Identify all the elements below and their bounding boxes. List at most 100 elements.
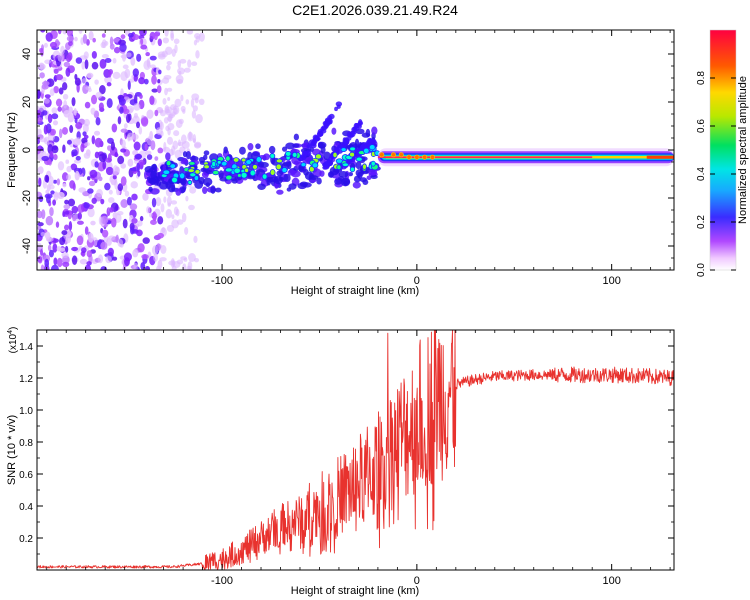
spectrogram-noise-speck bbox=[158, 69, 162, 75]
spectrogram-streak-speck bbox=[312, 138, 318, 145]
spectrogram-band-speck bbox=[331, 127, 337, 135]
spectrogram-noise-speck bbox=[44, 94, 51, 99]
spectrogram-noise-speck bbox=[157, 216, 164, 225]
spectrogram-noise-speck bbox=[119, 106, 124, 114]
spectrogram-band-speck bbox=[247, 143, 254, 151]
spectrogram-hot-spot bbox=[275, 163, 282, 171]
spectrogram-noise-speck bbox=[91, 51, 97, 59]
spectrogram-noise-speck bbox=[84, 226, 89, 235]
snr-x-ticks: -100 0 100 bbox=[46, 330, 671, 587]
spectrogram-band-speck bbox=[165, 152, 171, 161]
spectrogram-noise-speck bbox=[62, 183, 67, 188]
spectrogram-noise-speck bbox=[71, 149, 78, 157]
spectrogram-hot-spot bbox=[281, 167, 288, 174]
spectrogram-noise-speck bbox=[107, 247, 114, 257]
spectrogram-noise-speck bbox=[51, 145, 59, 154]
spectrogram-streak-speck bbox=[346, 131, 352, 138]
spectrogram-noise-speck bbox=[55, 98, 63, 107]
spectrogram-noise-speck bbox=[79, 258, 88, 265]
spectrogram-band-speck bbox=[202, 186, 208, 194]
snr-scale-exponent: 4 bbox=[7, 330, 14, 334]
spectrogram-noise-speck bbox=[61, 82, 68, 91]
spectrogram-noise-speck bbox=[132, 249, 139, 258]
spectrogram-noise-speck bbox=[40, 47, 44, 57]
spectrogram-noise-speck bbox=[149, 64, 156, 69]
spectrogram-band-speck bbox=[293, 133, 300, 141]
spectrogram-noise-speck bbox=[133, 141, 141, 151]
spectrogram-hot-spot bbox=[269, 153, 276, 159]
spectrogram-hot-spot bbox=[240, 171, 248, 179]
spectrogram-noise-speck bbox=[44, 174, 49, 183]
spectrogram-noise-speck bbox=[95, 91, 103, 99]
spectrogram-noise-speck bbox=[188, 204, 195, 211]
spectrogram-band-speck bbox=[320, 146, 326, 154]
spectrogram-hot-spot bbox=[362, 163, 367, 170]
spectrogram-noise-speck bbox=[173, 130, 180, 137]
snr-y-ticks: 0.2 0.4 0.6 0.8 1.0 1.2 1.4 bbox=[19, 329, 674, 555]
spectrogram-band-speck bbox=[366, 175, 372, 181]
spectrogram-band-speck bbox=[287, 161, 292, 170]
spectrogram-noise-speck bbox=[56, 257, 63, 268]
spectrogram-noise-speck bbox=[152, 211, 157, 221]
spectrogram-noise-speck bbox=[118, 97, 126, 106]
spectrogram-noise-speck bbox=[130, 57, 136, 66]
spectrogram-noise-speck bbox=[86, 72, 94, 79]
spectrogram-noise-speck bbox=[107, 145, 112, 151]
spectrogram-noise-speck bbox=[84, 59, 89, 70]
spectrogram-streak-speck bbox=[328, 113, 335, 120]
spectrogram-band-speck bbox=[292, 143, 300, 148]
spectrogram-noise-speck bbox=[43, 124, 48, 135]
spectrogram-noise-speck bbox=[159, 109, 167, 117]
spectrogram-noise-speck bbox=[190, 98, 195, 108]
spectrogram-noise-speck bbox=[162, 97, 167, 105]
spectrogram-noise-speck bbox=[145, 150, 152, 156]
spectrogram-noise-speck bbox=[126, 132, 135, 141]
spectrogram-noise-speck bbox=[126, 196, 132, 206]
spectrogram-hot-spot bbox=[240, 157, 247, 163]
spectrogram-noise-speck bbox=[92, 37, 96, 43]
spectrogram-noise-speck bbox=[121, 259, 125, 265]
spectrogram-noise-speck bbox=[51, 107, 58, 114]
spectrogram-noise-speck bbox=[104, 182, 111, 191]
spectrogram-noise-speck bbox=[94, 79, 99, 85]
spectrogram-hot-spot bbox=[171, 176, 178, 184]
spectrogram-hot-spot bbox=[284, 150, 292, 157]
spectrogram-noise-speck bbox=[174, 98, 182, 108]
spectrogram-hot-spot bbox=[300, 162, 307, 167]
spectrogram-noise-speck bbox=[170, 30, 174, 39]
spectrogram-hot-spot bbox=[336, 164, 342, 170]
spectrogram-noise-speck bbox=[116, 211, 124, 216]
spectrogram-noise-speck bbox=[66, 30, 73, 37]
spectrogram-noise-speck bbox=[57, 30, 62, 35]
spectrogram-hot-spot bbox=[193, 175, 199, 181]
spectrogram-noise-speck bbox=[69, 125, 74, 134]
spectrogram-noise-speck bbox=[101, 229, 109, 238]
spectrogram-noise-speck bbox=[177, 67, 185, 75]
spectrogram-noise-speck bbox=[136, 53, 142, 62]
spectrogram-hot-spot bbox=[165, 160, 172, 167]
spectrogram-noise-speck bbox=[177, 139, 181, 147]
spectrogram-noise-speck bbox=[136, 162, 140, 173]
spectrogram-band-speck bbox=[223, 146, 228, 154]
spectrogram-noise-speck bbox=[134, 153, 143, 160]
spectrogram-band-speck bbox=[299, 181, 308, 187]
spectrogram-noise-speck bbox=[182, 108, 186, 114]
spectrogram-noise-speck bbox=[167, 122, 175, 131]
spectrogram-band-speck bbox=[316, 177, 322, 185]
spectrogram-noise-speck bbox=[106, 98, 113, 109]
spectrogram-band-speck bbox=[281, 146, 288, 152]
spectrogram-noise-speck bbox=[76, 235, 84, 246]
spectrogram-ridge-peak bbox=[377, 156, 593, 158]
spectrogram-noise-speck bbox=[123, 123, 128, 129]
spectrogram-noise-speck bbox=[66, 35, 75, 42]
snr-x-tick-label: 0 bbox=[414, 575, 420, 587]
spectrogram-noise-speck bbox=[39, 137, 48, 143]
snr-y-tick-label: 1.4 bbox=[19, 342, 33, 353]
colorbar-label: Normalized spectral amplitude bbox=[737, 76, 749, 224]
spectrogram-band-speck bbox=[355, 161, 362, 170]
spectrogram-streak-speck bbox=[352, 126, 357, 132]
spectrogram-ridge-end bbox=[646, 155, 674, 159]
spectrogram-panel: -100 0 100 -40 -20 0 20 40 Height of straight … bbox=[6, 29, 675, 297]
spectrogram-noise-speck bbox=[193, 235, 198, 244]
spectrogram-noise-speck bbox=[120, 163, 127, 169]
